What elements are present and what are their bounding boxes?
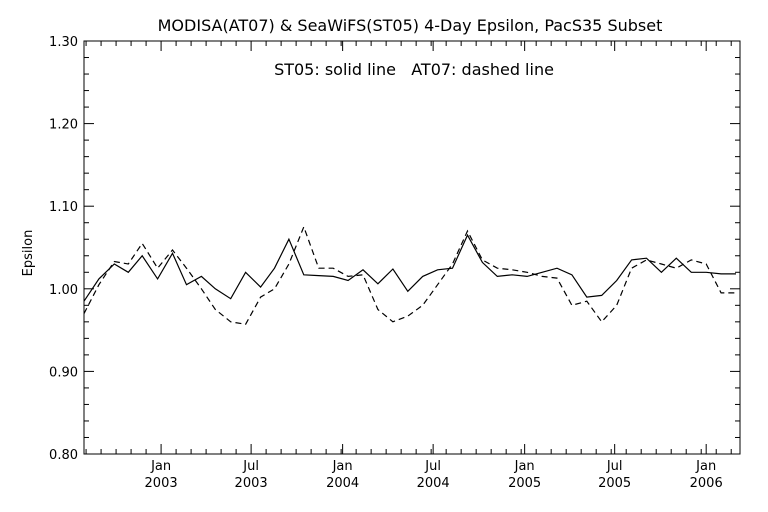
y-tick-label: 0.80 [49,448,78,463]
x-tick-month: Jul [242,459,259,474]
y-tick-label: 1.30 [49,35,78,50]
chart-title: MODISA(AT07) & SeaWiFS(ST05) 4-Day Epsil… [158,16,663,35]
y-axis-label: Epsilon [21,230,36,277]
x-tick-month: Jan [332,459,353,474]
x-tick-year: 2005 [508,476,541,491]
y-tick-label: 1.10 [49,200,78,215]
x-tick-month: Jan [695,459,716,474]
x-tick-year: 2003 [235,476,268,491]
plot-frame [83,40,741,455]
x-tick-year: 2003 [145,476,178,491]
x-tick-year: 2005 [598,476,631,491]
x-tick-year: 2004 [326,476,359,491]
y-tick-label: 1.20 [49,118,78,133]
series-at07-line [83,225,736,325]
x-tick-month: Jan [150,459,171,474]
x-tick-month: Jan [514,459,535,474]
series-layer [83,225,736,325]
y-tick-label: 0.90 [49,365,78,380]
axes: 0.80 0.90 1.00 1.10 1.20 1.30 Jan 2003 Jul 2003 Ja… [49,35,740,491]
series-st05-line [83,233,736,302]
y-tick-label: 1.00 [49,283,78,298]
x-tick-month: Jul [606,459,623,474]
line-style-annotation: ST05: solid line AT07: dashed line [274,60,554,79]
x-tick-month: Jul [424,459,441,474]
x-tick-year: 2004 [417,476,450,491]
x-tick-year: 2006 [690,476,723,491]
